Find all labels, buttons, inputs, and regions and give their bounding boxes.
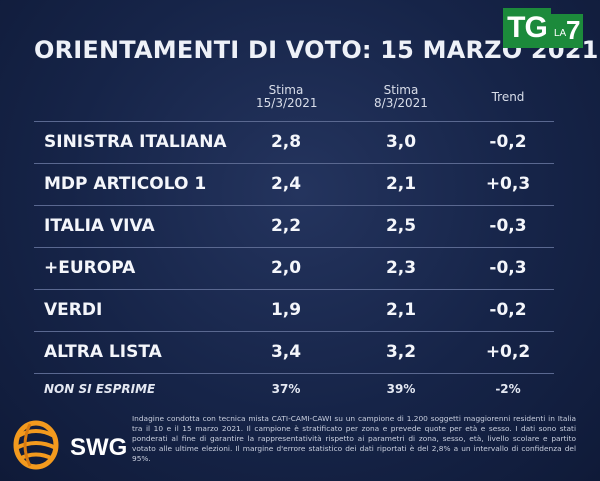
table-row: ALTRA LISTA 3,4 3,2 +0,2 [34, 332, 554, 372]
stima-current-value: 2,2 [270, 216, 302, 236]
stima-current-value: 2,0 [270, 258, 302, 278]
stima-current-value: 1,9 [270, 300, 302, 320]
trend-value: -0,3 [489, 258, 527, 278]
methodology-note: Indagine condotta con tecnica mista CATI… [132, 414, 576, 463]
column-header-current-line2: 15/3/2021 [256, 96, 318, 110]
tg-la7-logo: TG LA 7 [503, 8, 583, 48]
column-header-previous-line1: Stima [383, 83, 419, 97]
stima-previous-value: 3,2 [385, 342, 417, 362]
swg-logo: SWG [10, 418, 127, 474]
stima-previous-value: 2,1 [385, 300, 417, 320]
stima-current-value: 2,4 [270, 174, 302, 194]
party-name: VERDI [44, 300, 103, 320]
la7-logo: LA 7 [551, 14, 583, 48]
la7-logo-la: LA [554, 28, 567, 39]
table-row: ITALIA VIVA 2,2 2,5 -0,3 [34, 206, 554, 246]
non-si-esprime-trend: -2% [495, 382, 521, 396]
row-separator [34, 373, 554, 374]
stima-current-value: 2,8 [270, 132, 302, 152]
party-name: ITALIA VIVA [44, 216, 155, 236]
stima-previous-value: 2,1 [385, 174, 417, 194]
row-separator [34, 163, 554, 164]
swg-brand: SWG [70, 434, 128, 461]
party-name: MDP ARTICOLO 1 [44, 174, 207, 194]
swg-globe-icon [13, 420, 59, 470]
non-si-esprime-label: NON SI ESPRIME [44, 382, 156, 396]
non-si-esprime-current: 37% [271, 382, 301, 396]
stima-previous-value: 2,5 [385, 216, 417, 236]
table-row: MDP ARTICOLO 1 2,4 2,1 +0,3 [34, 164, 554, 204]
la7-logo-seven: 7 [566, 15, 581, 45]
trend-value: +0,3 [485, 174, 531, 194]
row-separator [34, 247, 554, 248]
table-row-non-si-esprime: NON SI ESPRIME 37% 39% -2% [34, 376, 554, 402]
row-separator [34, 205, 554, 206]
table-row: +EUROPA 2,0 2,3 -0,3 [34, 248, 554, 288]
stima-previous-value: 3,0 [385, 132, 417, 152]
table-row: SINISTRA ITALIANA 2,8 3,0 -0,2 [34, 122, 554, 162]
row-separator [34, 331, 554, 332]
column-header-current: Stima 15/3/2021 [256, 83, 318, 110]
row-separator [34, 289, 554, 290]
trend-value: -0,3 [489, 216, 527, 236]
tg-logo-text: TG [503, 8, 551, 48]
column-header-previous-line2: 8/3/2021 [374, 96, 428, 110]
column-header-previous: Stima 8/3/2021 [371, 84, 431, 110]
stima-previous-value: 2,3 [385, 258, 417, 278]
column-header-current-line1: Stima [268, 83, 304, 97]
table-row: VERDI 1,9 2,1 -0,2 [34, 290, 554, 330]
row-separator [34, 121, 554, 122]
party-name: SINISTRA ITALIANA [44, 132, 227, 152]
column-header-trend: Trend [491, 90, 525, 104]
stima-current-value: 3,4 [270, 342, 302, 362]
trend-value: -0,2 [489, 300, 527, 320]
party-name: ALTRA LISTA [44, 342, 162, 362]
trend-value: +0,2 [485, 342, 531, 362]
trend-value: -0,2 [489, 132, 527, 152]
party-name: +EUROPA [44, 258, 136, 278]
non-si-esprime-previous: 39% [386, 382, 416, 396]
